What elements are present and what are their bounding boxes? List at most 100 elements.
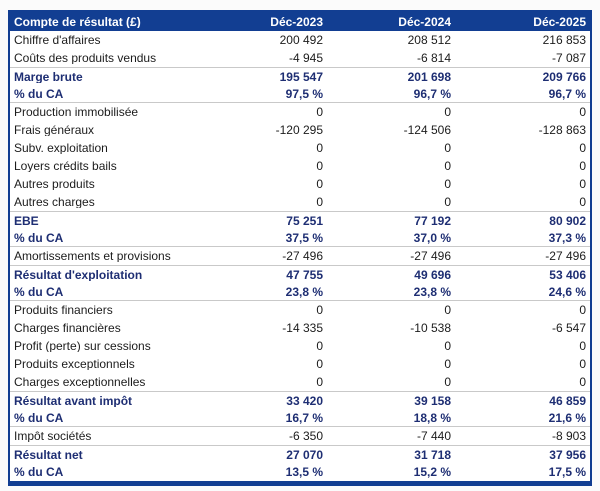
row-label: % du CA [14,411,64,424]
cell-value: 39 158 [414,394,451,407]
cell-value: -6 547 [551,322,586,334]
cell-value: -27 496 [545,250,586,262]
cell-value: 208 512 [407,34,451,46]
cell-value: -7 087 [551,52,586,64]
cell-value: 0 [579,178,586,190]
cell-value: 23,8 % [413,285,451,298]
table-row: Charges exceptionnelles 0 0 0 [10,373,590,391]
row-label: Frais généraux [14,124,95,136]
cell-value: 97,5 % [285,87,323,100]
table-title: Compte de résultat (£) [14,15,141,28]
cell-value: -124 506 [403,124,451,136]
cell-value: 0 [444,178,451,190]
row-label: Subv. exploitation [14,142,108,154]
row-label: Autres produits [14,178,95,190]
header-col: Déc-2025 [533,15,586,28]
cell-value: 21,6 % [548,411,586,424]
table-row: Résultat avant impôt 33 420 39 158 46 859 [10,391,590,409]
cell-value: 27 070 [286,448,323,461]
cell-value: 49 696 [414,268,451,281]
table-header-row: Compte de résultat (£) Déc-2023 Déc-2024 D… [10,12,590,31]
table-row: Frais généraux -120 295 -124 506 -128 863 [10,121,590,139]
cell-value: -6 814 [416,52,451,64]
cell-value: 0 [444,196,451,208]
header-col: Déc-2023 [270,15,323,28]
table-row: Résultat net 27 070 31 718 37 956 [10,445,590,463]
row-label: Résultat d'exploitation [14,268,143,281]
cell-value: 0 [444,106,451,118]
table-body: Chiffre d'affaires 200 492 208 512 216 853 C… [10,31,590,481]
row-label: Loyers crédits bails [14,160,117,172]
cell-value: -8 903 [551,430,586,442]
table-row: Subv. exploitation 0 0 0 [10,139,590,157]
row-label: Charges exceptionnelles [14,376,146,388]
cell-value: 0 [444,376,451,388]
cell-value: 37 956 [549,448,586,461]
table-row: Résultat d'exploitation 47 755 49 696 53 40… [10,265,590,283]
table-row: Chiffre d'affaires 200 492 208 512 216 853 [10,31,590,49]
row-label: Production immobilisée [14,106,139,118]
table-row: Amortissements et provisions -27 496 -27 4… [10,247,590,265]
table-row: Charges financières -14 335 -10 538 -6 547 [10,319,590,337]
row-label: Amortissements et provisions [14,250,171,262]
cell-value: -128 863 [538,124,586,136]
table-row: Profit (perte) sur cessions 0 0 0 [10,337,590,355]
cell-value: -6 350 [288,430,323,442]
cell-value: 0 [579,358,586,370]
table-row: Produits financiers 0 0 0 [10,301,590,319]
cell-value: -4 945 [288,52,323,64]
cell-value: 0 [316,142,323,154]
cell-value: -120 295 [275,124,323,136]
table-row: % du CA 37,5 % 37,0 % 37,3 % [10,229,590,247]
cell-value: 47 755 [286,268,323,281]
income-statement-table: Compte de résultat (£) Déc-2023 Déc-2024 D… [8,10,592,486]
cell-value: 77 192 [414,214,451,227]
row-label: Profit (perte) sur cessions [14,340,151,352]
cell-value: 53 406 [549,268,586,281]
cell-value: 0 [444,340,451,352]
table-row: % du CA 16,7 % 18,8 % 21,6 % [10,409,590,427]
row-label: % du CA [14,231,64,244]
cell-value: 0 [579,340,586,352]
cell-value: 33 420 [286,394,323,407]
cell-value: 0 [316,106,323,118]
cell-value: 37,0 % [413,231,451,244]
cell-value: 46 859 [549,394,586,407]
cell-value: 0 [316,358,323,370]
cell-value: 0 [316,160,323,172]
cell-value: 37,5 % [285,231,323,244]
cell-value: 96,7 % [413,87,451,100]
table-row: Impôt sociétés -6 350 -7 440 -8 903 [10,427,590,445]
row-label: Impôt sociétés [14,430,92,442]
cell-value: 0 [316,376,323,388]
cell-value: 31 718 [414,448,451,461]
row-label: % du CA [14,87,64,100]
cell-value: 200 492 [279,34,323,46]
row-label: Résultat avant impôt [14,394,133,407]
cell-value: 75 251 [286,214,323,227]
table-row: Coûts des produits vendus -4 945 -6 814 -7 … [10,49,590,67]
cell-value: 13,5 % [285,466,323,478]
cell-value: 209 766 [542,70,586,83]
row-label: % du CA [14,466,64,478]
table-row: % du CA 23,8 % 23,8 % 24,6 % [10,283,590,301]
table-row: Marge brute 195 547 201 698 209 766 [10,67,590,85]
table-row: Autres produits 0 0 0 [10,175,590,193]
row-label: % du CA [14,285,64,298]
table-row: Autres charges 0 0 0 [10,193,590,211]
cell-value: 0 [579,376,586,388]
cell-value: 0 [444,304,451,316]
row-label: Marge brute [14,70,83,83]
cell-value: 96,7 % [548,87,586,100]
table-row: Loyers crédits bails 0 0 0 [10,157,590,175]
cell-value: 0 [444,358,451,370]
cell-value: 18,8 % [413,411,451,424]
cell-value: 0 [444,142,451,154]
cell-value: 0 [444,160,451,172]
cell-value: 16,7 % [285,411,323,424]
cell-value: 0 [316,340,323,352]
cell-value: 0 [579,160,586,172]
header-col: Déc-2024 [398,15,451,28]
row-label: Chiffre d'affaires [14,34,101,46]
cell-value: -7 440 [416,430,451,442]
